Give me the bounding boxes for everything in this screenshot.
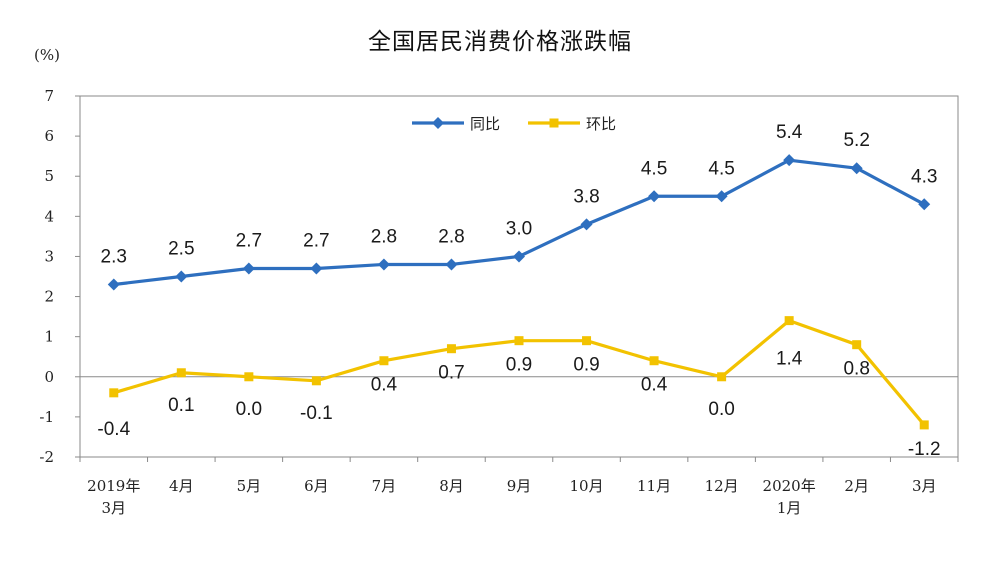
y-tick-label: -2 [39, 448, 54, 466]
x-tick-label: 5月 [237, 477, 262, 495]
data-label: 4.5 [641, 158, 667, 179]
data-label: 0.7 [438, 363, 464, 384]
x-tick-label: 3月 [101, 499, 126, 517]
y-tick-label: -1 [39, 408, 54, 426]
plot-frame [79, 95, 959, 458]
legend-label: 同比 [470, 115, 500, 133]
data-point [648, 190, 661, 203]
data-point [918, 198, 931, 211]
data-label: 4.3 [911, 166, 937, 187]
data-point [109, 388, 119, 398]
data-label: -0.1 [300, 403, 333, 424]
data-label: 2.8 [438, 226, 464, 247]
legend-label: 环比 [586, 115, 616, 133]
data-label: 2.7 [236, 230, 262, 251]
y-tick-label: 5 [44, 167, 54, 185]
data-point [310, 262, 323, 275]
data-point [514, 336, 524, 346]
data-point [513, 250, 525, 263]
data-label: 0.1 [168, 395, 194, 416]
data-label: 4.5 [708, 158, 734, 179]
data-label: 0.8 [843, 359, 869, 380]
x-tick-label: 10月 [569, 477, 603, 495]
data-label: 0.4 [641, 375, 668, 396]
data-point [242, 262, 255, 275]
x-tick-label: 4月 [169, 477, 194, 495]
legend-marker [549, 118, 559, 128]
data-label: 3.8 [573, 186, 599, 207]
data-label: -0.4 [97, 419, 130, 440]
data-label: 5.4 [776, 122, 803, 143]
data-point [649, 356, 659, 366]
x-tick-label: 2020年 [763, 477, 816, 495]
data-point [377, 258, 390, 271]
y-tick-label: 6 [44, 127, 54, 145]
data-label: 0.9 [573, 355, 599, 376]
data-label: 0.4 [371, 375, 398, 396]
data-point [311, 376, 321, 386]
data-point [783, 154, 796, 167]
x-tick-label: 6月 [304, 477, 329, 495]
data-point [582, 336, 592, 346]
y-tick-label: 0 [44, 368, 54, 386]
data-label: 2.7 [303, 230, 329, 251]
x-tick-label: 2月 [844, 477, 869, 495]
data-label: 3.0 [506, 218, 532, 239]
data-point [107, 278, 120, 291]
data-point [850, 162, 863, 175]
data-label: 2.5 [168, 239, 194, 260]
y-tick-label: 7 [44, 87, 54, 105]
x-tick-label: 11月 [637, 477, 671, 495]
data-label: 2.3 [101, 247, 127, 268]
data-point [919, 420, 929, 430]
data-point [176, 368, 186, 378]
data-point [445, 258, 458, 271]
data-point [244, 372, 254, 382]
data-point [715, 190, 728, 203]
data-point [852, 340, 862, 350]
y-tick-label: 1 [44, 328, 54, 346]
x-tick-label: 8月 [439, 477, 464, 495]
data-label: 0.9 [506, 355, 532, 376]
data-label: 5.2 [843, 130, 869, 151]
data-label: 0.0 [708, 399, 734, 420]
x-tick-label: 2019年 [87, 477, 140, 495]
data-point [446, 344, 456, 354]
x-tick-label: 12月 [705, 477, 739, 495]
x-tick-label: 1月 [777, 499, 802, 517]
data-label: 0.0 [236, 399, 262, 420]
y-tick-label: 4 [44, 207, 54, 225]
y-tick-label: 3 [44, 247, 54, 265]
data-label: -1.2 [908, 439, 941, 460]
data-point [717, 372, 727, 382]
y-tick-label: 2 [44, 288, 54, 306]
data-label: 1.4 [776, 349, 803, 370]
x-tick-label: 7月 [372, 477, 397, 495]
data-label: 2.8 [371, 226, 397, 247]
data-point [580, 218, 593, 231]
data-point [175, 270, 188, 283]
x-tick-label: 3月 [912, 477, 937, 495]
legend-marker [432, 117, 444, 129]
y-axis-unit: (%) [34, 46, 60, 64]
data-point [784, 316, 794, 326]
chart-title: 全国居民消费价格涨跌幅 [368, 29, 632, 55]
data-point [379, 356, 389, 366]
x-tick-label: 9月 [507, 477, 532, 495]
